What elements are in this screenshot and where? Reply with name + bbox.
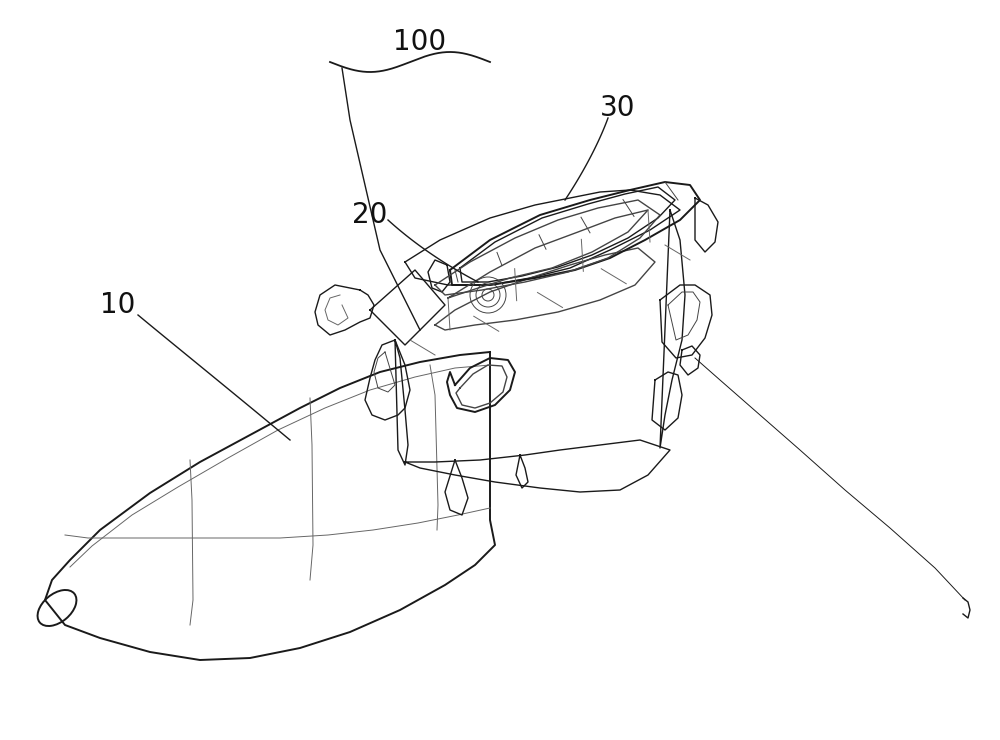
Text: 100: 100: [393, 28, 447, 56]
Text: 10: 10: [100, 291, 136, 319]
Text: 20: 20: [352, 201, 388, 229]
Text: 30: 30: [600, 94, 636, 122]
